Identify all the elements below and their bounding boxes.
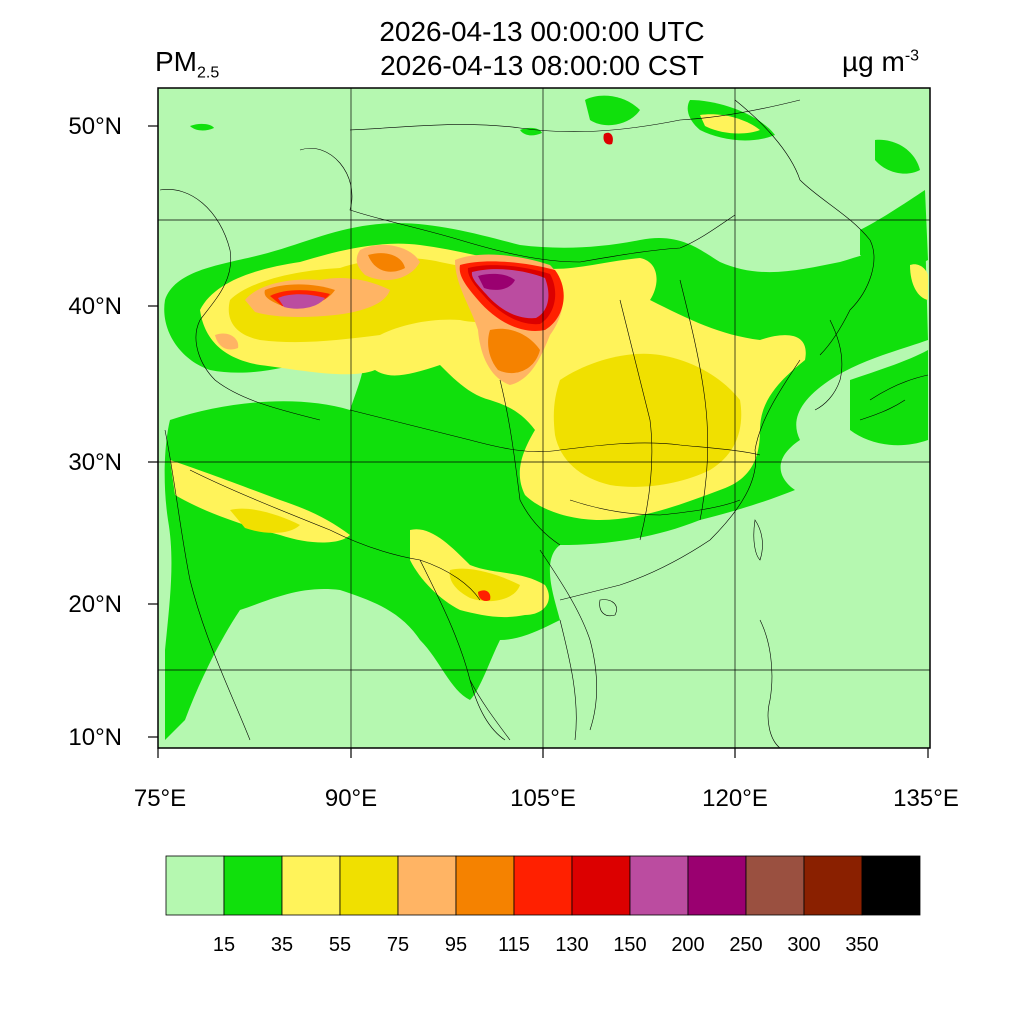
red-region-south [478,590,491,602]
colorbar-label: 35 [271,934,293,956]
colorbar-label: 115 [498,934,530,956]
band-250-300 [478,273,515,290]
boundary-province2 [499,379,561,546]
variable-name: PM [155,46,197,77]
colorbar-label: 75 [387,934,409,956]
boundary-province4 [679,279,709,521]
boundary-west [159,189,321,421]
darkmagenta-region-ordos [478,273,515,290]
boundary-philippines [759,619,781,748]
colorbar-label: 350 [845,934,878,956]
colorbar-swatch [629,855,689,916]
colorbar-swatch [455,855,515,916]
boundary-province1 [349,409,761,456]
variable-label: PM2.5 [155,46,219,83]
unit-exponent: -3 [904,47,920,65]
lat-label: 10°N [68,724,122,751]
yellow-dark-region-south [449,568,520,602]
boundary-mongolia-south [299,148,736,263]
boundary-province5 [569,499,741,516]
title-cst: 2026-04-13 08:00:00 CST [380,50,704,81]
orange-region-north [368,253,405,272]
yellow-dark-region-central [553,353,742,487]
colorbar-swatch [397,855,457,916]
colorbar: 15 35 55 75 95 115 130 150 200 250 300 350 [165,855,921,956]
yellow-region-top [700,114,760,134]
green-region-dot1 [190,123,214,131]
boundary-province3 [619,299,653,541]
title-utc: 2026-04-13 00:00:00 UTC [379,16,705,47]
magenta-region-west [278,294,325,309]
unit-label: µg m-3 [842,46,919,78]
lon-label: 75°E [134,785,186,812]
yellow-region-right [910,264,928,300]
map-frame [157,87,931,749]
boundary-japan [859,374,929,421]
lon-label: 135°E [893,785,959,812]
boundary-indochina [469,619,577,741]
colorbar-label: 200 [671,934,704,956]
colorbar-swatch [745,855,805,916]
colorbar-label: 250 [729,934,762,956]
boundary-vietnam [539,549,598,731]
colorbar-swatch [861,855,921,916]
colorbar-swatch [339,855,399,916]
colorbar-swatch [165,855,225,916]
lon-label: 105°E [510,785,576,812]
colorbar-swatch [223,855,283,916]
boundaries [159,99,929,748]
colorbar-label: 55 [329,934,351,956]
colorbar-swatch [571,855,631,916]
colorbar-label: 300 [787,934,820,956]
map-field [158,88,930,748]
colorbar-swatch [513,855,573,916]
lat-label: 20°N [68,591,122,618]
colorbar-swatch [803,855,863,916]
lon-labels: 75°E 90°E 105°E 120°E 135°E [134,785,959,812]
yellow-dark-region-tibet [230,508,300,533]
lon-label: 120°E [702,785,768,812]
lat-labels: 50°N 40°N 30°N 20°N 10°N [68,113,122,751]
boundary-india [164,429,251,741]
darkred-region-top [603,132,613,145]
lon-label: 90°E [325,785,377,812]
boundary-mongolia-north [349,99,801,132]
colorbar-label: 15 [213,934,235,956]
unit-base: µg m [842,46,905,77]
colorbar-label: 95 [445,934,467,956]
boundary-hainan [599,599,617,617]
boundary-northeast [734,99,875,356]
boundary-taiwan [753,519,763,561]
green-region-japan [850,350,928,446]
orange-light-region-west2 [215,333,239,350]
boundary-korea [814,319,843,411]
variable-subscript: 2.5 [197,64,220,82]
green-region-ne-corner [875,139,920,174]
orange-region-ordos [488,328,540,374]
boundary-coast [559,359,801,601]
lat-label: 40°N [68,293,122,320]
lat-label: 30°N [68,449,122,476]
colorbar-swatch [281,855,341,916]
colorbar-label: 130 [555,934,588,956]
green-region-top [585,95,640,126]
boundary-southwest [419,559,506,741]
axis-ticks [148,125,929,758]
boundary-tibet-south [189,469,481,601]
colorbar-swatch [687,855,747,916]
colorbar-label: 150 [613,934,646,956]
green-region-northeast [860,190,928,266]
lat-label: 50°N [68,113,122,140]
grid-lines [158,88,930,748]
